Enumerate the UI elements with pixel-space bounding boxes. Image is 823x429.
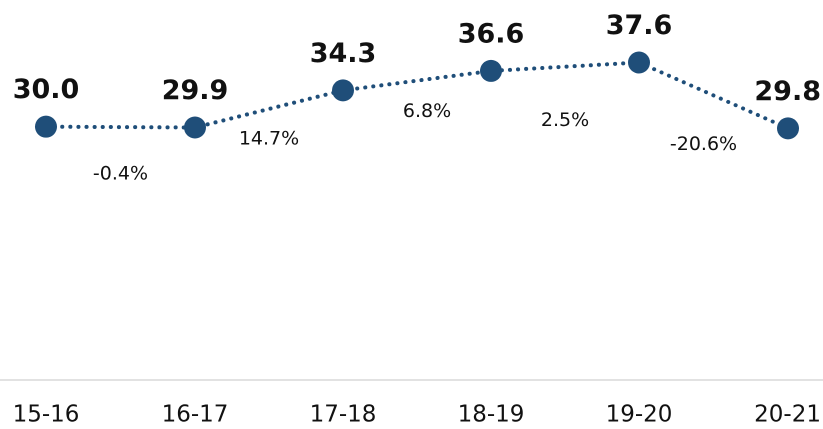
change-label: 6.8% <box>403 100 451 122</box>
x-tick-label: 16-17 <box>162 402 229 428</box>
x-tick-label: 18-19 <box>458 402 525 428</box>
value-label: 37.6 <box>606 10 673 41</box>
change-label: -20.6% <box>670 133 737 155</box>
marker <box>332 79 354 102</box>
value-label: 29.9 <box>162 75 229 106</box>
value-label: 30.0 <box>13 74 80 105</box>
change-label: -0.4% <box>93 163 148 185</box>
x-tick-label: 20-21 <box>754 402 821 428</box>
marker <box>184 116 206 139</box>
marker <box>480 59 502 82</box>
value-label: 36.6 <box>458 18 525 49</box>
value-label: 29.8 <box>754 76 821 107</box>
change-label: 2.5% <box>541 109 589 131</box>
change-label: 14.7% <box>239 127 299 149</box>
value-label: 34.3 <box>310 38 377 69</box>
marker <box>777 117 799 140</box>
x-tick-label: 19-20 <box>606 402 673 428</box>
marker <box>628 51 650 74</box>
x-tick-label: 17-18 <box>310 402 377 428</box>
marker <box>35 115 57 138</box>
x-tick-label: 15-16 <box>13 402 80 428</box>
